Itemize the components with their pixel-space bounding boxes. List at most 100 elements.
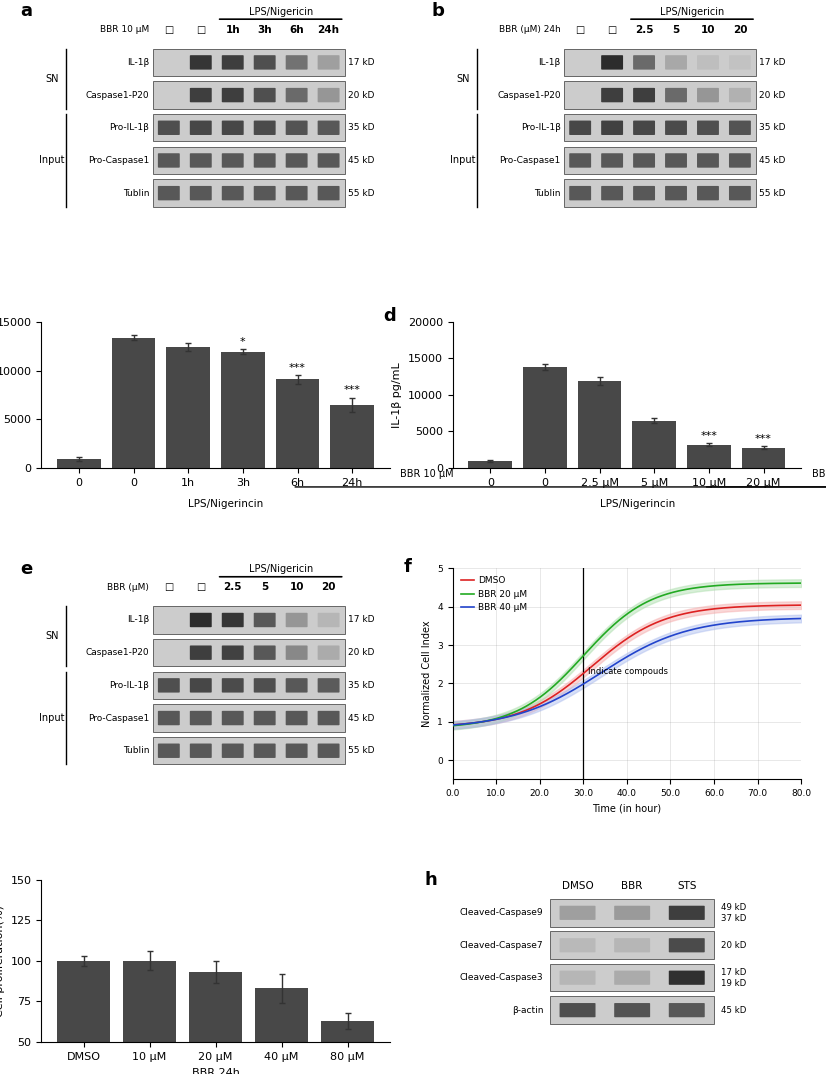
Text: BBR 24 h: BBR 24 h (812, 469, 826, 479)
Bar (57, 960, 110, 1074)
FancyBboxPatch shape (318, 186, 339, 201)
FancyBboxPatch shape (254, 678, 276, 693)
FancyBboxPatch shape (286, 711, 307, 725)
Text: BBR 10 μM: BBR 10 μM (100, 25, 150, 34)
Text: 55 kD: 55 kD (348, 746, 374, 755)
FancyBboxPatch shape (569, 186, 591, 201)
DMSO (681, 607, 691, 620)
Text: SN: SN (456, 74, 470, 84)
FancyBboxPatch shape (190, 743, 211, 758)
Bar (523, 367, 567, 468)
Bar (255, 988, 308, 1074)
FancyBboxPatch shape (615, 971, 650, 985)
FancyBboxPatch shape (318, 678, 339, 693)
FancyBboxPatch shape (633, 55, 655, 70)
Text: ***: *** (700, 431, 717, 441)
FancyBboxPatch shape (550, 997, 714, 1024)
Y-axis label: IL-1β pg/mL: IL-1β pg/mL (392, 362, 402, 427)
FancyBboxPatch shape (729, 55, 751, 70)
FancyBboxPatch shape (669, 1003, 705, 1017)
BBR 40 μM (510, 709, 520, 722)
Text: Tublin: Tublin (534, 189, 561, 198)
FancyBboxPatch shape (190, 186, 211, 201)
Text: IL-1β: IL-1β (539, 58, 561, 67)
Text: Cleaved-Caspase9: Cleaved-Caspase9 (459, 909, 544, 917)
FancyBboxPatch shape (190, 88, 211, 102)
FancyBboxPatch shape (158, 154, 180, 168)
Text: IL-1β: IL-1β (127, 58, 150, 67)
Text: □: □ (607, 25, 617, 34)
Text: d: d (383, 307, 396, 325)
FancyBboxPatch shape (158, 711, 180, 725)
FancyBboxPatch shape (190, 613, 211, 627)
FancyBboxPatch shape (221, 55, 244, 70)
Legend: DMSO, BBR 20 μM, BBR 40 μM: DMSO, BBR 20 μM, BBR 40 μM (457, 572, 530, 616)
Text: ***: *** (755, 434, 772, 444)
FancyBboxPatch shape (633, 154, 655, 168)
Text: 10: 10 (289, 582, 304, 593)
Bar (468, 461, 512, 468)
Text: 20 kD: 20 kD (721, 941, 747, 949)
FancyBboxPatch shape (564, 114, 756, 142)
Bar (123, 960, 176, 1074)
Text: 20: 20 (733, 25, 748, 34)
FancyBboxPatch shape (729, 120, 751, 135)
Text: IL-1β: IL-1β (127, 615, 150, 624)
FancyBboxPatch shape (615, 905, 650, 920)
Text: 35 kD: 35 kD (348, 681, 374, 690)
FancyBboxPatch shape (697, 88, 719, 102)
Text: Input: Input (39, 156, 64, 165)
Text: Caspase1-P20: Caspase1-P20 (497, 90, 561, 100)
FancyBboxPatch shape (286, 186, 307, 201)
Text: □: □ (196, 582, 206, 593)
Text: 24h: 24h (317, 25, 339, 34)
DMSO (537, 696, 547, 709)
FancyBboxPatch shape (190, 120, 211, 135)
FancyBboxPatch shape (221, 120, 244, 135)
BBR 20 μM (510, 706, 520, 719)
FancyBboxPatch shape (158, 120, 180, 135)
FancyBboxPatch shape (697, 154, 719, 168)
Bar (577, 381, 621, 468)
DMSO (710, 603, 720, 615)
FancyBboxPatch shape (221, 613, 244, 627)
BBR 40 μM (605, 661, 615, 673)
BBR 20 μM (537, 690, 547, 702)
Text: 3h: 3h (258, 25, 272, 34)
FancyBboxPatch shape (254, 743, 276, 758)
FancyBboxPatch shape (318, 154, 339, 168)
FancyBboxPatch shape (697, 55, 719, 70)
Text: 45 kD: 45 kD (348, 156, 374, 165)
Text: LPS/Nigerincin: LPS/Nigerincin (188, 498, 263, 509)
BBR 20 μM (605, 622, 615, 635)
FancyBboxPatch shape (286, 645, 307, 659)
FancyBboxPatch shape (601, 154, 623, 168)
FancyBboxPatch shape (697, 186, 719, 201)
FancyBboxPatch shape (254, 186, 276, 201)
FancyBboxPatch shape (559, 1003, 596, 1017)
BBR 40 μM (653, 635, 663, 648)
BBR 20 μM (448, 720, 458, 732)
FancyBboxPatch shape (153, 737, 344, 765)
FancyBboxPatch shape (633, 88, 655, 102)
FancyBboxPatch shape (601, 186, 623, 201)
FancyBboxPatch shape (286, 55, 307, 70)
FancyBboxPatch shape (564, 82, 756, 108)
FancyBboxPatch shape (559, 971, 596, 985)
Text: Tublin: Tublin (123, 746, 150, 755)
Bar (112, 337, 155, 468)
FancyBboxPatch shape (221, 154, 244, 168)
Text: 17 kD: 17 kD (348, 615, 374, 624)
Text: ***: *** (289, 363, 306, 373)
FancyBboxPatch shape (221, 743, 244, 758)
Text: 20: 20 (321, 582, 336, 593)
FancyBboxPatch shape (153, 147, 344, 174)
FancyBboxPatch shape (254, 120, 276, 135)
BBR 20 μM (653, 591, 663, 604)
Text: □: □ (164, 25, 173, 34)
FancyBboxPatch shape (318, 120, 339, 135)
FancyBboxPatch shape (190, 711, 211, 725)
Text: 55 kD: 55 kD (759, 189, 786, 198)
FancyBboxPatch shape (601, 120, 623, 135)
BBR 20 μM (796, 577, 806, 590)
